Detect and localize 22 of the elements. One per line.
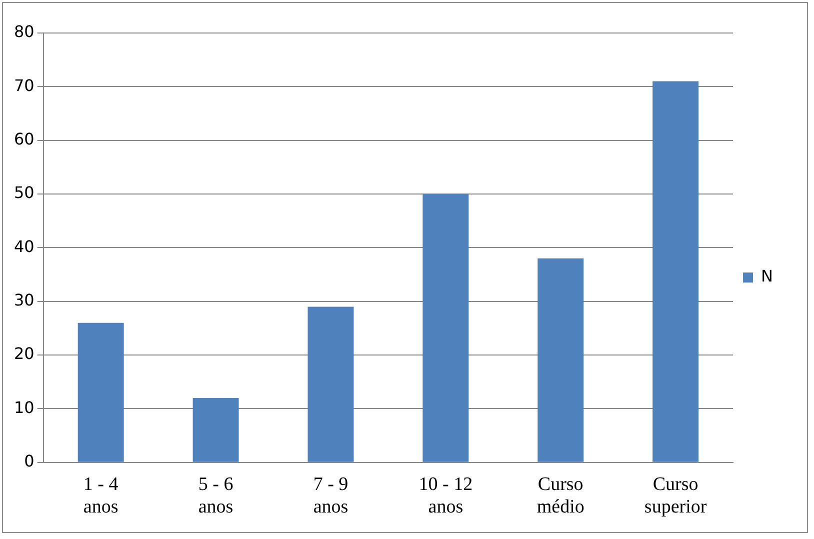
bar [652,81,699,462]
y-tick-label: 10 [14,398,34,417]
x-tick-label: Curso superior [644,474,708,518]
bar [78,322,124,462]
x-tick-label: 10 - 12 anos [418,474,473,518]
y-tick-label: 30 [14,290,34,310]
y-tick-label: 80 [14,22,34,42]
y-tick-label: 0 [24,452,34,471]
y-tick-label: 60 [14,130,34,149]
y-tick-label: 40 [14,236,34,256]
y-tick-label: 50 [14,183,34,202]
y-tick-label: 70 [14,76,34,95]
x-tick-label: 1 - 4 anos [83,474,119,518]
y-tick-label: 20 [14,344,34,364]
bar [422,194,469,462]
x-tick-label: Curso médio [536,474,584,518]
bar [192,398,239,462]
legend-label: N [761,266,773,286]
x-tick-label: 7 - 9 anos [313,474,348,518]
x-tick-label: 5 - 6 anos [198,474,234,518]
bar [308,306,354,462]
bar [538,258,584,462]
